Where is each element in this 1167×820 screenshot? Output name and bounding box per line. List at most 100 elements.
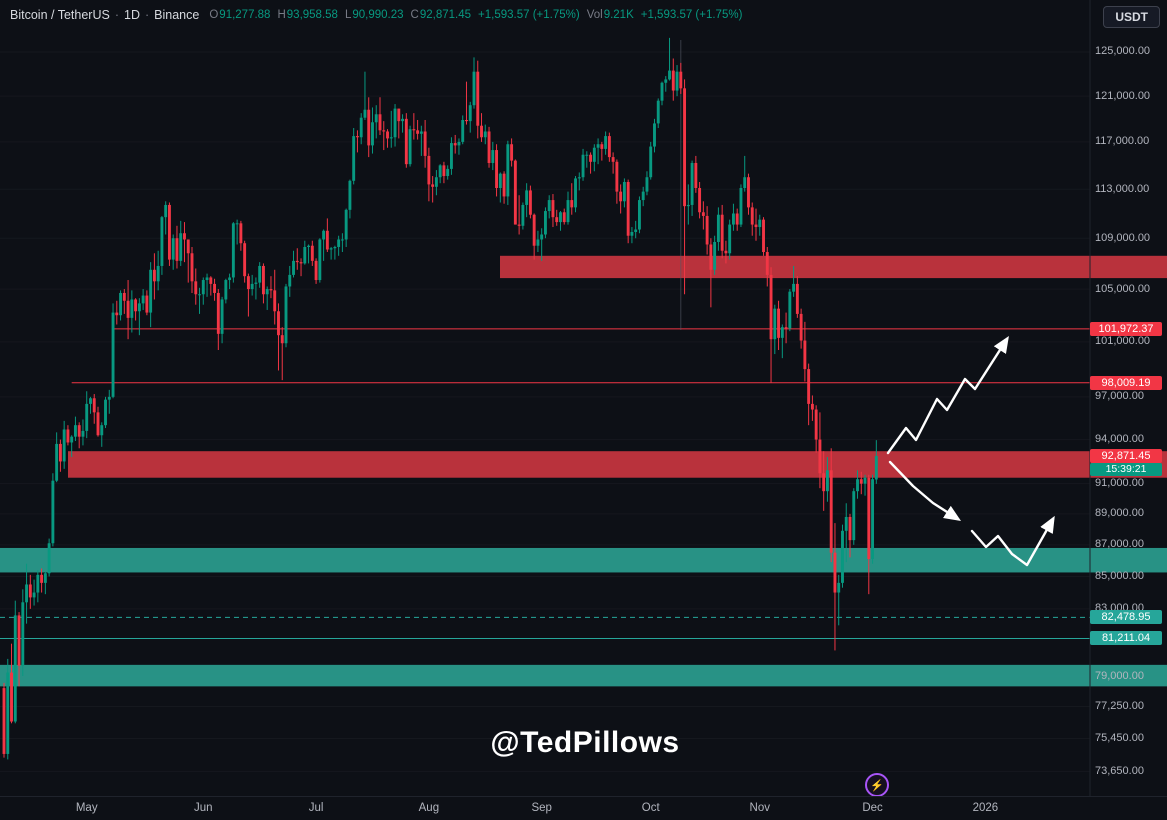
candle bbox=[480, 113, 483, 142]
candle bbox=[66, 425, 70, 446]
candle bbox=[596, 138, 600, 165]
candle bbox=[585, 151, 589, 168]
candle bbox=[186, 239, 190, 283]
candle bbox=[55, 432, 59, 483]
candle bbox=[126, 280, 130, 340]
candle bbox=[784, 312, 788, 344]
candle bbox=[562, 208, 566, 225]
candle bbox=[604, 131, 608, 155]
candle bbox=[58, 439, 62, 472]
candle bbox=[81, 419, 85, 446]
candle bbox=[559, 211, 562, 231]
time-tick-label: Aug bbox=[418, 802, 440, 814]
candle bbox=[152, 253, 156, 300]
symbol-info[interactable]: Bitcoin / TetherUS · 1D · Binance bbox=[10, 8, 199, 22]
candle bbox=[378, 97, 382, 135]
candle bbox=[829, 448, 833, 563]
candle bbox=[773, 304, 777, 355]
candle bbox=[660, 81, 664, 106]
candle bbox=[762, 217, 765, 256]
candle bbox=[231, 222, 235, 283]
candle bbox=[788, 289, 792, 332]
candle bbox=[495, 144, 499, 197]
demand-zone-lower[interactable] bbox=[0, 664, 1167, 687]
candle bbox=[137, 298, 141, 336]
candle bbox=[720, 204, 724, 259]
currency-toggle-button[interactable]: USDT bbox=[1103, 6, 1160, 28]
candle bbox=[446, 165, 450, 180]
candle bbox=[73, 416, 77, 442]
candle bbox=[28, 574, 32, 609]
candle bbox=[17, 612, 21, 687]
candle bbox=[777, 300, 781, 350]
candle bbox=[89, 396, 92, 414]
candle bbox=[250, 274, 254, 296]
candle bbox=[261, 263, 265, 304]
candle bbox=[799, 308, 803, 349]
candle bbox=[739, 184, 743, 228]
candle bbox=[284, 283, 288, 348]
candle bbox=[288, 265, 292, 297]
candle bbox=[848, 513, 852, 558]
candle bbox=[506, 140, 510, 205]
candle bbox=[622, 178, 626, 208]
low-value: L90,990.23 bbox=[344, 9, 404, 21]
candle bbox=[77, 422, 81, 449]
price-axis[interactable]: 125,000.00 121,000.00 117,000.00 113,000.00… bbox=[1090, 0, 1167, 796]
candle bbox=[40, 568, 44, 593]
candle bbox=[295, 248, 299, 270]
supply-zone-upper[interactable] bbox=[500, 255, 1167, 279]
candle bbox=[198, 287, 201, 314]
candle bbox=[461, 115, 465, 145]
candle bbox=[780, 324, 784, 359]
candle bbox=[871, 474, 875, 564]
candle bbox=[555, 209, 559, 226]
candle bbox=[333, 245, 337, 260]
candle bbox=[183, 222, 186, 263]
candle bbox=[728, 219, 732, 260]
candle bbox=[246, 273, 250, 317]
candle bbox=[220, 296, 224, 344]
candle bbox=[235, 219, 239, 245]
candle bbox=[438, 164, 442, 184]
candle bbox=[570, 183, 574, 215]
candle bbox=[626, 179, 630, 244]
candle bbox=[653, 118, 656, 153]
ohlc-readout: O91,277.88 H93,958.58 L90,990.23 C92,871… bbox=[209, 9, 742, 21]
candle bbox=[386, 129, 389, 148]
symbol-name: Bitcoin / TetherUS bbox=[10, 8, 110, 22]
time-axis[interactable]: May Jun Jul Aug Sep Oct Nov Dec 2026 bbox=[0, 796, 1167, 820]
price-tick-label: 75,450.00 bbox=[1095, 732, 1144, 745]
time-tick-label: Jul bbox=[308, 802, 324, 814]
candle bbox=[822, 451, 826, 511]
price-tick-label: 97,000.00 bbox=[1095, 390, 1144, 403]
projection-up[interactable] bbox=[886, 335, 1009, 455]
candle bbox=[747, 173, 750, 215]
volume-value: Vol9.21K bbox=[586, 9, 634, 21]
candle bbox=[709, 238, 713, 308]
candle bbox=[171, 234, 175, 270]
candle bbox=[111, 303, 115, 399]
price-tick-label: 79,000.00 bbox=[1095, 669, 1144, 682]
lightning-badge-icon[interactable]: ⚡ bbox=[865, 773, 889, 797]
candle bbox=[393, 104, 397, 147]
supply-zone-mid[interactable] bbox=[68, 451, 1167, 478]
candlestick-chart[interactable] bbox=[0, 0, 1167, 796]
candle bbox=[543, 207, 547, 239]
candle bbox=[476, 60, 480, 139]
price-tick-label: 117,000.00 bbox=[1095, 135, 1150, 148]
gridlines bbox=[0, 51, 1090, 772]
candle bbox=[179, 220, 183, 266]
candle bbox=[104, 396, 107, 429]
price-tick-label: 113,000.00 bbox=[1095, 182, 1150, 195]
candle bbox=[498, 172, 502, 203]
projection-down[interactable] bbox=[888, 460, 962, 521]
candle bbox=[401, 114, 405, 133]
candle bbox=[371, 107, 374, 154]
demand-zone-upper[interactable] bbox=[0, 547, 1167, 573]
projection-sideways[interactable] bbox=[970, 515, 1055, 567]
price-tick-label: 101,000.00 bbox=[1095, 335, 1151, 348]
candle bbox=[502, 171, 506, 204]
timeframe-label: 1D bbox=[124, 8, 140, 22]
candle bbox=[743, 155, 747, 192]
